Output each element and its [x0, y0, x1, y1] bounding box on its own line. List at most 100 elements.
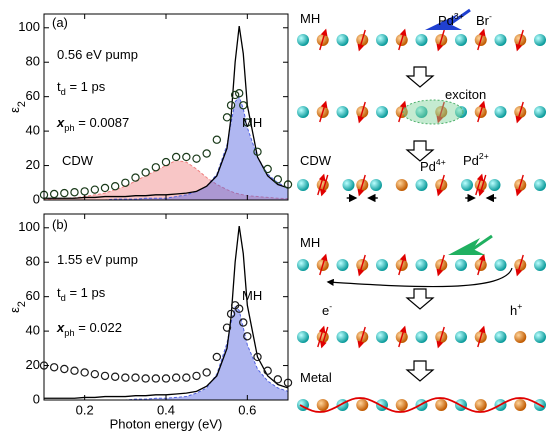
pd-atom — [316, 179, 329, 191]
diagram-label-sup: 2+ — [479, 151, 489, 161]
pd-atom — [395, 179, 408, 191]
br-atom — [336, 331, 349, 343]
diagram-label-text: CDW — [300, 153, 332, 168]
spin-arrow — [317, 325, 326, 348]
br-atom — [336, 259, 349, 271]
data-point — [70, 366, 79, 375]
br-atom — [415, 34, 428, 46]
pd-atom — [316, 399, 329, 411]
diagram-label-text: Metal — [300, 370, 332, 385]
diagram-label-text: MH — [300, 11, 320, 26]
data-point — [239, 318, 248, 327]
br-atom — [455, 259, 467, 271]
diagram-label-base: Pd — [463, 153, 479, 168]
annotation: 0.56 eV pump — [57, 47, 138, 62]
br-atom — [336, 34, 349, 46]
br-atom — [455, 331, 467, 343]
diagram-label: MH — [300, 11, 320, 26]
annotation-base: x — [56, 320, 65, 335]
spin-arrow — [436, 29, 445, 52]
diagram-label-text: MH — [300, 235, 320, 250]
data-point — [131, 173, 140, 182]
data-point — [182, 373, 191, 382]
data-point — [230, 90, 240, 100]
spin-arrow — [357, 101, 366, 124]
data-point — [161, 157, 171, 167]
data-point — [171, 373, 181, 382]
data-point — [234, 89, 244, 98]
br-atom — [297, 179, 309, 191]
diagram-label-base: e — [322, 303, 329, 318]
y-tick-label: 80 — [26, 54, 40, 69]
data-point — [141, 168, 150, 177]
br-atom — [494, 34, 507, 46]
y-tick-label: 40 — [26, 123, 40, 138]
data-point — [263, 366, 272, 375]
spin-arrow — [319, 100, 328, 123]
diagram-label: Br- — [476, 11, 492, 28]
diagram-label-sup: 4+ — [436, 157, 446, 167]
annotation-base: x — [56, 115, 65, 130]
spin-arrow — [477, 100, 486, 123]
spin-arrow — [478, 174, 487, 197]
step-arrow — [405, 360, 435, 382]
y-axis-label-sub: 2 — [16, 301, 28, 307]
data-point — [100, 183, 110, 193]
charge-transfer — [326, 267, 513, 288]
br-atom — [342, 179, 355, 191]
diagram-label-sup: + — [517, 301, 522, 311]
data-point — [253, 352, 262, 362]
annotation-base: t — [57, 285, 61, 300]
y-axis-label: ε2 — [7, 101, 27, 113]
data-point — [182, 152, 191, 162]
br-atom — [376, 331, 388, 343]
data-point — [243, 332, 252, 341]
pd-atom — [316, 331, 329, 343]
data-point — [90, 185, 100, 194]
data-point — [192, 371, 201, 381]
br-atom — [297, 34, 309, 46]
annotation: xph = 0.0087 — [56, 115, 129, 133]
spin-arrow — [319, 253, 328, 276]
y-tick-label: 0 — [33, 391, 40, 406]
y-axis-label-base: ε — [7, 307, 22, 313]
data-point — [151, 163, 161, 172]
annotation-sub: ph — [64, 123, 74, 133]
spin-arrow — [436, 174, 445, 197]
annotation-text: 0.56 eV pump — [57, 47, 138, 62]
pd-atom — [474, 399, 487, 411]
annotation-text: MH — [242, 288, 262, 303]
annotation-sub: d — [61, 293, 66, 303]
data-point — [80, 368, 89, 377]
br-atom — [297, 106, 309, 118]
spin-arrow — [320, 174, 329, 197]
data-point — [273, 175, 283, 184]
annotation-text: (a) — [52, 15, 68, 30]
step-arrow — [405, 288, 435, 310]
data-point — [222, 113, 232, 122]
br-atom — [534, 106, 546, 118]
annotation-rest: = 1 ps — [66, 79, 106, 94]
data-point — [202, 149, 211, 158]
data-point — [253, 147, 262, 156]
data-point — [70, 188, 79, 197]
data-point — [202, 368, 211, 377]
br-atom — [534, 34, 546, 46]
data-point — [243, 118, 252, 127]
data-point — [121, 178, 130, 187]
data-point — [110, 372, 120, 381]
diagram-label-base: Br — [476, 13, 490, 28]
spin-arrow — [398, 100, 407, 123]
annotation: td = 1 ps — [57, 285, 106, 303]
x-tick-label: 0.4 — [157, 402, 175, 417]
data-point — [151, 374, 161, 383]
x-tick-label: 0.2 — [76, 402, 94, 417]
spin-arrow — [317, 173, 326, 196]
diagram-label: Metal — [300, 370, 332, 385]
br-atom — [297, 259, 309, 271]
annotation-text: 1.55 eV pump — [57, 252, 138, 267]
diagram-label-base: Pd — [438, 13, 454, 28]
y-tick-label: 80 — [26, 254, 40, 269]
